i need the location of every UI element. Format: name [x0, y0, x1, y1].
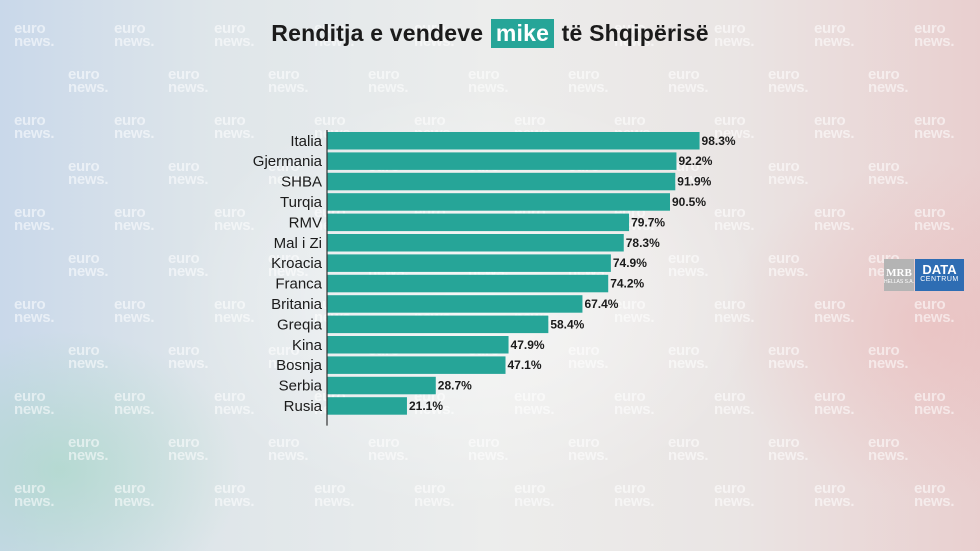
value-label: 47.1% [508, 358, 542, 372]
bar-serbia [327, 376, 436, 395]
value-label: 90.5% [672, 195, 706, 209]
bar-britania [327, 295, 583, 313]
category-label: Franca [275, 276, 322, 293]
bar-gjermania [327, 152, 677, 170]
category-label: Turqia [280, 194, 323, 211]
value-label: 92.2% [678, 154, 712, 168]
value-label: 74.9% [613, 256, 647, 270]
bar-bosnja [327, 356, 506, 374]
category-label: Kroacia [271, 255, 323, 272]
category-label: Kina [292, 337, 323, 354]
value-label: 28.7% [438, 379, 472, 393]
value-label: 91.9% [677, 175, 711, 189]
mrb-datacentrum-logo: MRB HELLAS S.A. DATA CENTRUM [884, 259, 964, 291]
chart-title: Renditja e vendeve mike të Shqipërisë [0, 19, 980, 48]
mrb-logo-subtext: HELLAS S.A. [884, 279, 915, 285]
bar-kina [327, 336, 509, 354]
value-label: 47.9% [511, 338, 545, 352]
bar-kroacia [327, 254, 611, 272]
bar-rusia [327, 397, 407, 415]
value-label: 67.4% [584, 297, 618, 311]
datacentrum-logo-text: DATA [922, 262, 957, 277]
bar-greqia [327, 315, 549, 334]
title-highlight: mike [490, 19, 555, 48]
category-label: Italia [290, 133, 322, 150]
title-text-after: të Shqipërisë [561, 20, 709, 46]
title-text-before: Renditja e vendeve [271, 20, 484, 46]
datacentrum-logo-subtext: CENTRUM [920, 276, 959, 283]
category-label: Mal i Zi [274, 235, 322, 252]
bar-rmv [327, 213, 630, 232]
category-label: Rusia [284, 398, 323, 415]
bar-franca [327, 274, 609, 293]
category-label: Serbia [279, 378, 323, 395]
value-label: 74.2% [610, 277, 644, 291]
value-label: 21.1% [409, 399, 443, 413]
mrb-logo: MRB HELLAS S.A. [884, 259, 914, 291]
category-label: Gjermania [253, 153, 323, 170]
category-label: Britania [271, 296, 323, 313]
category-label: RMV [289, 214, 322, 231]
value-label: 58.4% [550, 317, 584, 331]
value-label: 78.3% [626, 236, 660, 250]
value-label: 79.7% [631, 215, 665, 229]
category-label: Greqia [277, 316, 323, 333]
bar-turqia [327, 193, 670, 211]
value-label: 98.3% [702, 134, 736, 148]
mrb-logo-text: MRB [886, 267, 912, 279]
bar-italia [327, 132, 700, 150]
bar-mal-i-zi [327, 234, 624, 252]
bar-shba [327, 172, 676, 191]
datacentrum-logo: DATA CENTRUM [915, 259, 964, 291]
category-label: SHBA [281, 174, 322, 191]
category-label: Bosnja [276, 357, 323, 374]
